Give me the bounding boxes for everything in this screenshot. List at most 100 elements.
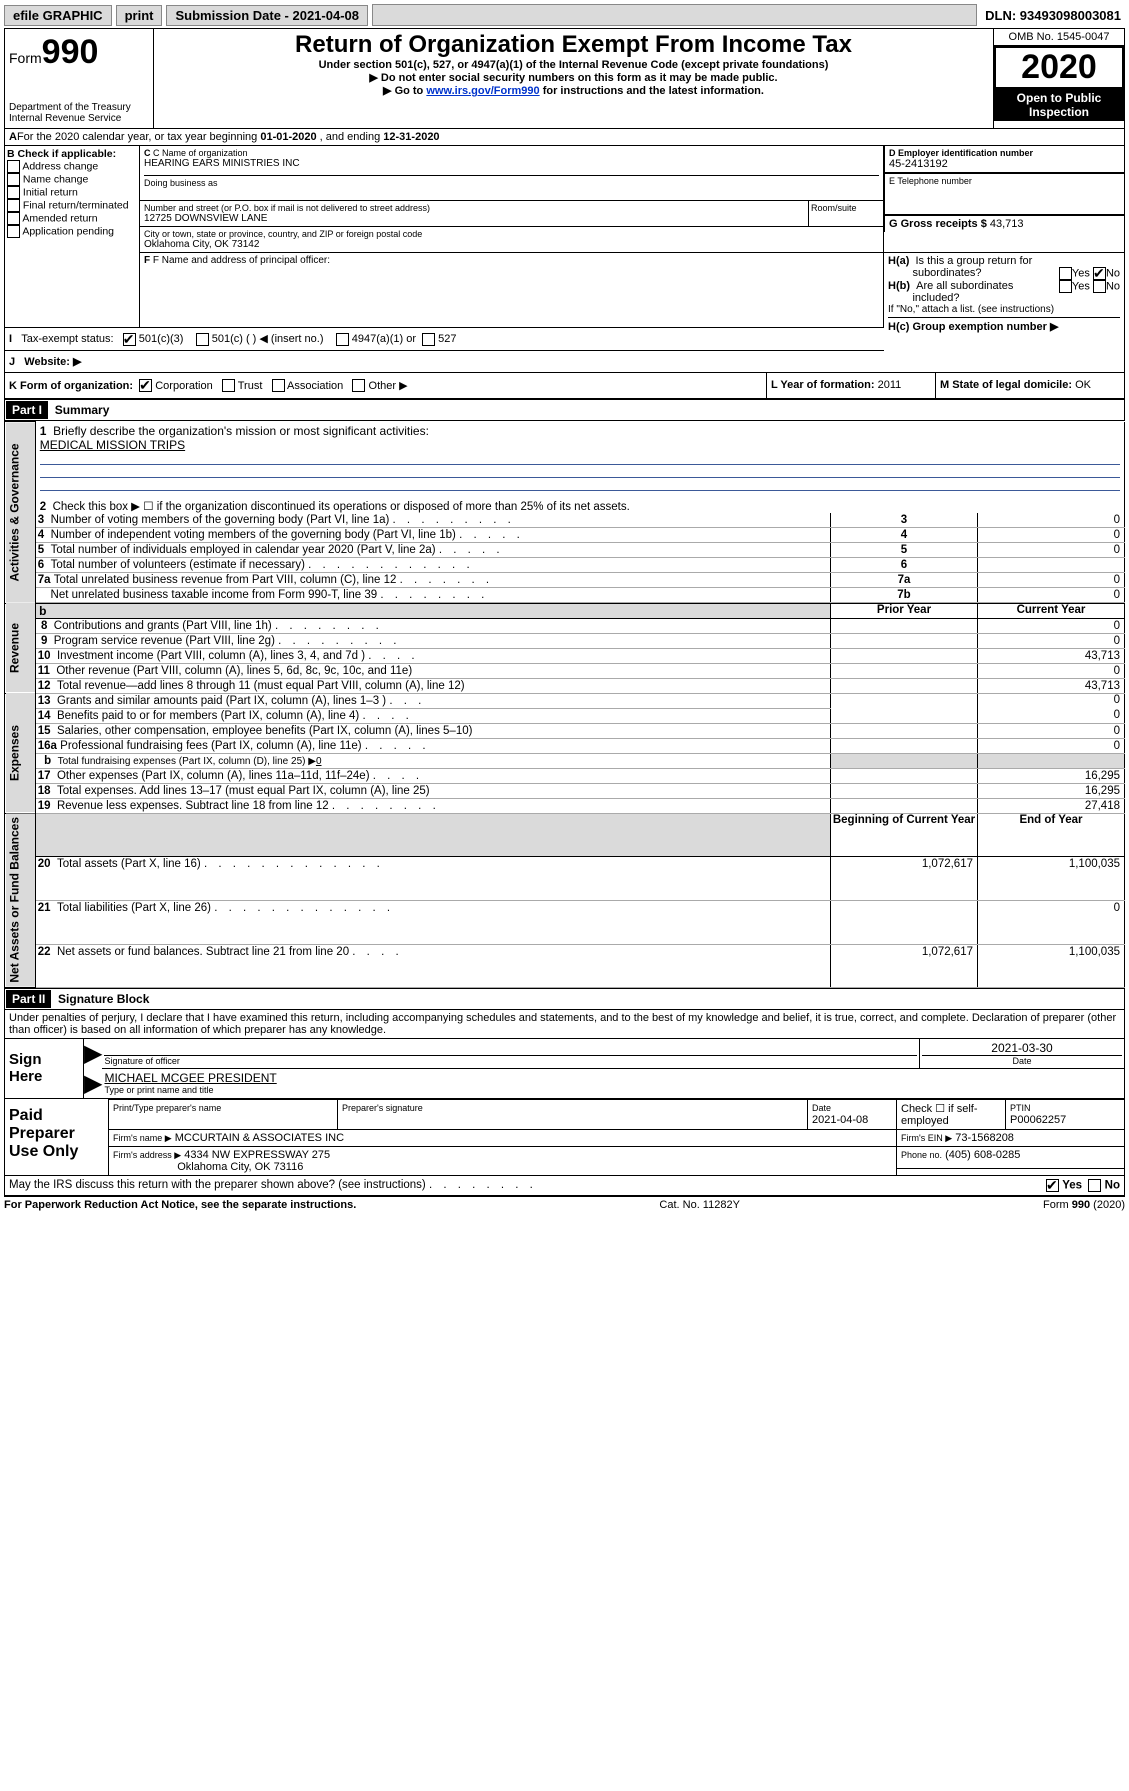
l19: Revenue less expenses. Subtract line 18 …: [57, 800, 329, 812]
print-button[interactable]: print: [116, 5, 163, 26]
part1-title: Summary: [55, 403, 110, 417]
opt-501c3: 501(c)(3): [139, 333, 184, 345]
check-4947[interactable]: [336, 333, 349, 346]
open-inspection: Open to Public Inspection: [994, 89, 1124, 121]
l20: Total assets (Part X, line 16): [57, 858, 201, 870]
officer-name: MICHAEL MCGEE PRESIDENT: [104, 1071, 1122, 1085]
opt-corp: Corporation: [155, 380, 212, 392]
l3-label: Number of voting members of the governin…: [51, 514, 390, 526]
l16a: Professional fundraising fees (Part IX, …: [60, 740, 361, 752]
omb-label: OMB No. 1545-0047: [994, 29, 1124, 46]
boxM-label: M State of legal domicile:: [940, 379, 1072, 391]
boxK-label: K Form of organization:: [9, 380, 133, 392]
firm-ein-label: Firm's EIN ▶: [901, 1133, 952, 1143]
dln-label: DLN: 93493098003081: [981, 6, 1125, 25]
v7a: 0: [978, 572, 1125, 587]
check-address-change[interactable]: [7, 160, 20, 173]
discuss-yes-label: Yes: [1062, 1179, 1082, 1191]
c13: 0: [978, 693, 1125, 708]
discuss-no-label: No: [1105, 1179, 1120, 1191]
l16b-pre: Total fundraising expenses (Part IX, col…: [58, 756, 316, 767]
l6-label: Total number of volunteers (estimate if …: [51, 559, 305, 571]
part2-header: Part II: [6, 990, 51, 1008]
check-amended[interactable]: [7, 212, 20, 225]
l13: Grants and similar amounts paid (Part IX…: [57, 695, 386, 707]
prep-date-val: 2021-04-08: [812, 1114, 868, 1126]
city-label: City or town, state or province, country…: [144, 229, 879, 239]
opt-trust: Trust: [238, 380, 263, 392]
check-other[interactable]: [352, 379, 365, 392]
phone-val: (405) 608-0285: [945, 1149, 1020, 1161]
form-subtitle1: Under section 501(c), 527, or 4947(a)(1)…: [160, 59, 987, 71]
l4-label: Number of independent voting members of …: [51, 529, 456, 541]
check-corp[interactable]: [139, 379, 152, 392]
boxC-name-label: C C Name of organization: [144, 148, 879, 158]
top-bar-fill: [372, 4, 977, 26]
name-title-label: Type or print name and title: [104, 1085, 1122, 1095]
l15: Salaries, other compensation, employee b…: [57, 725, 472, 737]
l8: Contributions and grants (Part VIII, lin…: [54, 620, 272, 632]
efile-button[interactable]: efile GRAPHIC: [4, 5, 112, 26]
boxF-label: F Name and address of principal officer:: [153, 255, 330, 266]
opt-other: Other ▶: [369, 380, 408, 392]
h-a-yes[interactable]: [1059, 267, 1072, 280]
check-501c3[interactable]: [123, 333, 136, 346]
discuss-label: May the IRS discuss this return with the…: [9, 1179, 426, 1191]
v6: [978, 557, 1125, 572]
form990-link[interactable]: www.irs.gov/Form990: [426, 85, 539, 97]
check-name-change[interactable]: [7, 173, 20, 186]
state-domicile: OK: [1075, 379, 1091, 391]
submission-date-button[interactable]: Submission Date - 2021-04-08: [166, 5, 368, 26]
v3: 0: [978, 513, 1125, 528]
form-number: 990: [42, 33, 99, 71]
side-revenue: Revenue: [5, 603, 36, 693]
addr-value: 12725 DOWNSVIEW LANE: [144, 213, 804, 224]
h-b-yes[interactable]: [1059, 280, 1072, 293]
opt-amended: Amended return: [22, 212, 97, 224]
opt-501c: 501(c) ( ) ◀ (insert no.): [212, 333, 324, 345]
check-assoc[interactable]: [272, 379, 285, 392]
l17: Other expenses (Part IX, column (A), lin…: [57, 770, 370, 782]
l14: Benefits paid to or for members (Part IX…: [57, 710, 359, 722]
cat-no: Cat. No. 11282Y: [659, 1199, 740, 1211]
check-final-return[interactable]: [7, 199, 20, 212]
check-501c[interactable]: [196, 333, 209, 346]
b21: [831, 900, 978, 944]
l22: Net assets or fund balances. Subtract li…: [57, 946, 349, 958]
ptin-label: PTIN: [1010, 1103, 1031, 1113]
opt-assoc: Association: [287, 380, 343, 392]
h-b-no[interactable]: [1093, 280, 1106, 293]
l11: Other revenue (Part VIII, column (A), li…: [56, 665, 412, 677]
form-prefix: Form: [9, 50, 42, 66]
c14: 0: [978, 708, 1125, 723]
h-a-no[interactable]: [1093, 267, 1106, 280]
c11: 0: [978, 663, 1125, 678]
l9: Program service revenue (Part VIII, line…: [54, 635, 275, 647]
begin-year-header: Beginning of Current Year: [831, 813, 978, 857]
sig-officer-label: Signature of officer: [104, 1055, 917, 1066]
h-c-label: H(c) Group exemption number ▶: [888, 321, 1058, 333]
boxD-label: D Employer identification number: [889, 148, 1033, 158]
part2-title: Signature Block: [58, 992, 149, 1006]
side-netassets: Net Assets or Fund Balances: [5, 813, 36, 988]
l7a-label: Total unrelated business revenue from Pa…: [54, 574, 397, 586]
paid-preparer-label: Paid Preparer Use Only: [5, 1099, 109, 1175]
prep-sig-label: Preparer's signature: [342, 1103, 423, 1113]
discuss-yes[interactable]: [1046, 1179, 1059, 1192]
l2-label: Check this box ▶ ☐ if the organization d…: [53, 501, 630, 513]
b20: 1,072,617: [831, 857, 978, 901]
check-initial-return[interactable]: [7, 186, 20, 199]
gross-receipts: 43,713: [990, 218, 1024, 230]
end-year-header: End of Year: [978, 813, 1125, 857]
discuss-no[interactable]: [1088, 1179, 1101, 1192]
mission-text: MEDICAL MISSION TRIPS: [40, 438, 185, 452]
c9: 0: [978, 633, 1125, 648]
firm-name: MCCURTAIN & ASSOCIATES INC: [175, 1132, 344, 1144]
prep-name-label: Print/Type preparer's name: [113, 1103, 221, 1113]
check-app-pending[interactable]: [7, 225, 20, 238]
boxL-label: L Year of formation:: [771, 379, 875, 391]
check-527[interactable]: [422, 333, 435, 346]
l7b-label: Net unrelated business taxable income fr…: [51, 589, 378, 601]
check-trust[interactable]: [222, 379, 235, 392]
c16a: 0: [978, 738, 1125, 753]
